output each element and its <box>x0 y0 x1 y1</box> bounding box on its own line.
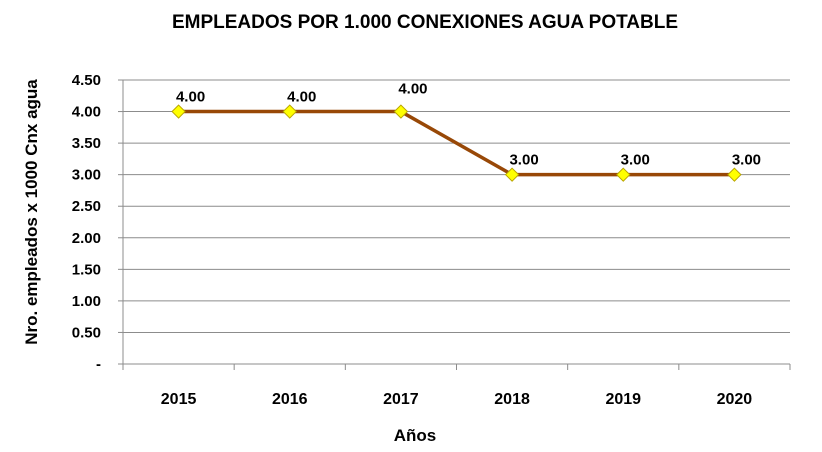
x-tick-label: 2017 <box>383 391 419 408</box>
data-point-marker <box>504 167 520 182</box>
x-tick-label: 2015 <box>161 391 197 408</box>
data-label: 4.00 <box>398 81 427 98</box>
data-point-marker <box>727 167 742 182</box>
x-axis-title: Años <box>394 426 437 445</box>
data-point-marker <box>616 167 631 182</box>
y-tick-label: 3.00 <box>72 167 101 184</box>
y-axis-title: Nro. empleados x 1000 Cnx agua <box>22 79 41 345</box>
series-layer <box>171 104 742 182</box>
x-tick-label: 2016 <box>272 391 308 408</box>
data-label: 3.00 <box>621 152 650 169</box>
axis-layer: - 0.50 1.00 1.50 2.00 2.50 3.00 3.50 4.00 4.50 201… <box>72 72 791 408</box>
x-tick-label: 2018 <box>494 391 530 408</box>
y-tick-label: - <box>96 356 101 373</box>
x-tick-label: 2020 <box>717 391 753 408</box>
y-tick-label: 4.50 <box>72 72 101 89</box>
series-line <box>178 109 735 177</box>
y-tick-label: 2.50 <box>72 198 101 215</box>
y-tick-label: 1.50 <box>72 261 101 278</box>
data-point-marker <box>282 104 297 119</box>
data-label: 3.00 <box>732 152 761 169</box>
y-tick-label: 2.00 <box>72 230 101 247</box>
label-layer: 4.00 4.00 4.00 3.00 3.00 3.00 <box>176 81 761 169</box>
y-tick-label: 1.00 <box>72 293 101 310</box>
data-label: 4.00 <box>287 89 316 106</box>
data-label: 4.00 <box>176 89 205 106</box>
y-tick-label: 3.50 <box>72 135 101 152</box>
data-label: 3.00 <box>509 152 538 169</box>
data-point-marker <box>393 104 409 119</box>
y-tick-label: 0.50 <box>72 324 101 341</box>
x-tick-label: 2019 <box>605 391 641 408</box>
grid-layer <box>123 79 790 333</box>
chart-title: EMPLEADOS POR 1.000 CONEXIONES AGUA POTA… <box>172 12 678 33</box>
data-point-marker <box>171 104 186 119</box>
y-tick-label: 4.00 <box>72 104 101 121</box>
